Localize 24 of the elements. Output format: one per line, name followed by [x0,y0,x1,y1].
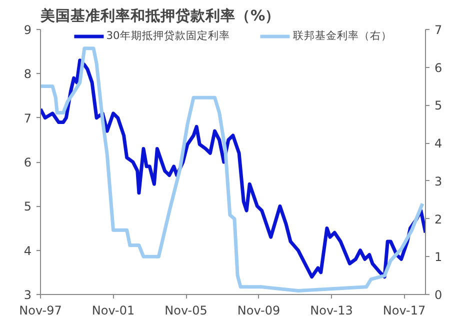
x-tick-label: Nov-05 [164,304,208,318]
legend-label: 联邦基金利率（右） [292,29,392,43]
y-tick-label: 9 [24,23,32,37]
y2-tick-label: 3 [434,174,442,188]
y2-tick-label: 4 [434,136,442,151]
x-tick-label: Nov-09 [237,304,280,318]
y-tick-label: 5 [24,200,32,214]
y-tick-label: 8 [24,67,32,82]
chart-title: 美国基准利率和抵押贷款利率（%） [40,6,280,24]
legend-label: 30年期抵押贷款固定利率 [106,29,230,43]
y-tick-label: 3 [24,288,32,302]
y2-tick-label: 0 [434,288,442,302]
y2-tick-label: 1 [434,250,442,264]
y2-tick-label: 6 [434,60,442,75]
x-tick-label: Nov-13 [310,304,353,318]
y2-tick-label: 5 [434,98,442,113]
x-tick-label: Nov-17 [382,304,426,318]
y-tick-label: 7 [24,111,32,126]
y2-tick-label: 2 [434,212,442,226]
y-tick-label: 4 [24,244,32,258]
x-tick-label: Nov-97 [19,304,62,318]
y2-tick-label: 7 [434,23,442,37]
x-tick-label: Nov-01 [92,304,135,318]
y-tick-label: 6 [24,156,32,170]
